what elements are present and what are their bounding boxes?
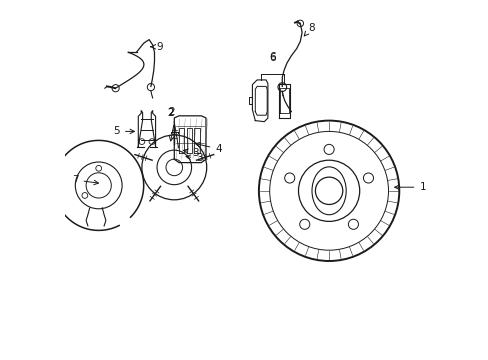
Text: 4: 4	[195, 143, 222, 154]
Text: 2: 2	[167, 108, 174, 118]
Text: 6: 6	[269, 52, 276, 62]
Text: 9: 9	[150, 42, 163, 52]
Text: 3: 3	[185, 153, 203, 163]
Text: 7: 7	[72, 175, 98, 185]
Text: 3: 3	[183, 148, 199, 158]
Text: 1: 1	[394, 182, 425, 192]
Text: 2: 2	[167, 108, 174, 118]
Text: 8: 8	[304, 23, 314, 36]
Text: 2: 2	[168, 107, 174, 117]
Text: 6: 6	[269, 53, 276, 63]
Text: 5: 5	[113, 126, 134, 136]
